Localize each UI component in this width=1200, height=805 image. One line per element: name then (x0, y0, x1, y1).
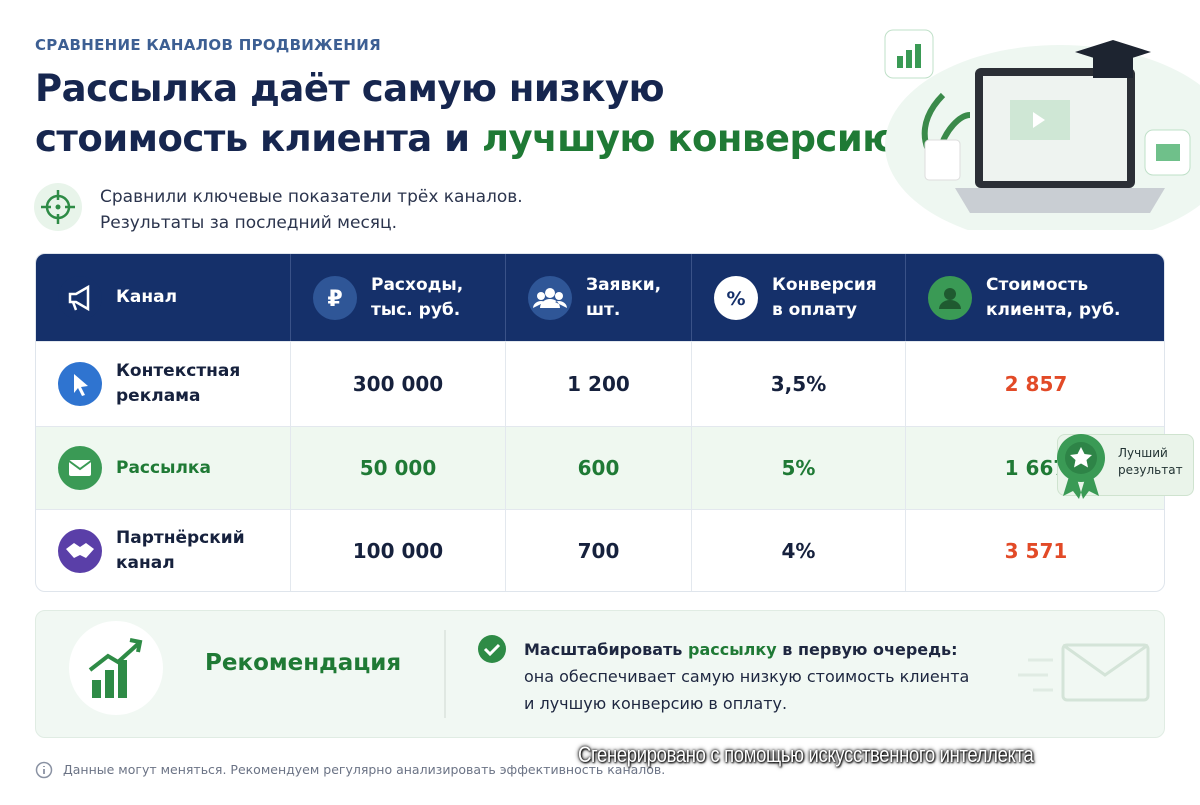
cell: 700 (505, 510, 691, 591)
cell-value: 300 000 (352, 372, 444, 396)
header-cell: Заявки, шт. (505, 254, 691, 341)
header-line: Заявки, (586, 274, 662, 295)
header-icon (528, 275, 572, 320)
lead-highlight: рассылку (687, 640, 777, 659)
header-icon (928, 275, 972, 320)
recommendation-text: Масштабировать рассылку в первую очередь… (524, 636, 969, 717)
target-icon (34, 183, 82, 231)
cell: 600 (505, 427, 691, 509)
cell: Контекстная реклама (36, 342, 290, 426)
cell: 300 000 (290, 342, 505, 426)
cell-value: 50 000 (359, 456, 437, 480)
lead: в первую очередь: (782, 640, 958, 659)
table-header: Канал ₽ Расходы, тыс. руб. Заявки, шт.% Конвер… (36, 254, 1164, 341)
channel-icon (58, 528, 102, 573)
lead: Масштабировать (524, 640, 683, 659)
cell-value: 100 000 (352, 538, 444, 563)
cell: 2 857 (905, 342, 1164, 426)
header-icon (58, 275, 102, 320)
header-text: Канал (116, 285, 177, 310)
header-cell: % Конверсия в оплату (691, 254, 905, 341)
header-text: Заявки, шт. (586, 273, 661, 323)
cell-value: 3,5% (770, 372, 827, 396)
footer-note: Данные могут меняться. Рекомендуем регул… (63, 762, 666, 777)
intro: Сравнили ключевые показатели трёх канало… (100, 184, 523, 236)
intro-line: Сравнили ключевые показатели трёх канало… (100, 187, 523, 207)
channel-name: Контекстная реклама (116, 361, 241, 406)
illustration (884, 29, 1200, 230)
cell-value: 4% (781, 538, 816, 563)
info-icon (35, 761, 53, 779)
cell-value: 5% (781, 456, 816, 480)
svg-text:₽: ₽ (327, 287, 342, 312)
cell-value: 3 571 (1004, 538, 1068, 563)
badge-icon (1057, 434, 1105, 499)
header-line: шт. (586, 299, 621, 320)
header-line: Стоимость (986, 274, 1089, 295)
cell: 3 571 (905, 510, 1164, 591)
cell: 5% (691, 427, 905, 509)
cell-value: 2 857 (1004, 372, 1068, 396)
table-row: Партнёрский канал 100 000 700 4% 3 571 (36, 509, 1164, 591)
channel-icon (58, 362, 102, 406)
comparison-table: Канал ₽ Расходы, тыс. руб. Заявки, шт.% Конвер… (35, 253, 1165, 592)
cell: 1 200 (505, 342, 691, 426)
cell-value: 700 (577, 538, 620, 563)
header-icon: % (714, 275, 758, 320)
header-line: Конверсия (772, 274, 877, 295)
channel-name: Партнёрский канал (116, 527, 245, 573)
cell-value: 1 667 (1004, 456, 1068, 480)
recommendation-decor (69, 621, 1150, 718)
header-text: Конверсия в оплату (772, 273, 877, 323)
kicker: СРАВНЕНИЕ КАНАЛОВ ПРОДВИЖЕНИЯ (35, 36, 381, 54)
header-text: Стоимость клиента, руб. (986, 273, 1120, 323)
header-text: Расходы, тыс. руб. (371, 273, 463, 323)
rec-line: она обеспечивает самую низкую стоимость … (524, 667, 970, 686)
header-line: клиента, руб. (986, 299, 1121, 320)
header-line: в оплату (772, 299, 857, 320)
header-line: Канал (116, 287, 178, 307)
title-highlight: лучшую конверсию (481, 117, 898, 160)
channel-icon (58, 446, 102, 490)
intro-line: Результаты за последний месяц. (100, 213, 397, 233)
header-cell: ₽ Расходы, тыс. руб. (290, 254, 505, 341)
cell-value: 1 200 (567, 372, 630, 396)
cell: 50 000 (290, 427, 505, 509)
header-cell: Стоимость клиента, руб. (905, 254, 1164, 341)
header-icon: ₽ (313, 275, 357, 320)
cell: 4% (691, 510, 905, 591)
cell: 3,5% (691, 342, 905, 426)
table-row: Контекстная реклама 300 000 1 200 3,5% 2 857 (36, 341, 1164, 426)
channel-name: Рассылка (116, 457, 211, 478)
rec-line: и лучшую конверсию в оплату. (524, 694, 788, 713)
svg-text:%: % (726, 288, 745, 310)
header-cell: Канал (36, 254, 290, 341)
recommendation-label: Рекомендация (205, 650, 402, 676)
watermark: Сгенерировано с помощью искусственного и… (578, 742, 1034, 767)
header-line: тыс. руб. (371, 299, 461, 320)
table-row: Рассылка 50 000 600 5% 1 667 (36, 426, 1164, 509)
cell: Партнёрский канал (36, 510, 290, 591)
cell: Рассылка (36, 427, 290, 509)
cell: 100 000 (290, 510, 505, 591)
recommendation-box (35, 610, 1165, 738)
header-line: Расходы, (371, 274, 464, 295)
cell: 1 667 (905, 427, 1164, 509)
title: Рассылка даёт самую низкую стоимость кли… (35, 64, 898, 164)
cell-value: 600 (577, 456, 620, 480)
title-line: стоимость клиента и (35, 117, 470, 160)
title-line: Рассылка даёт самую низкую (35, 67, 665, 110)
